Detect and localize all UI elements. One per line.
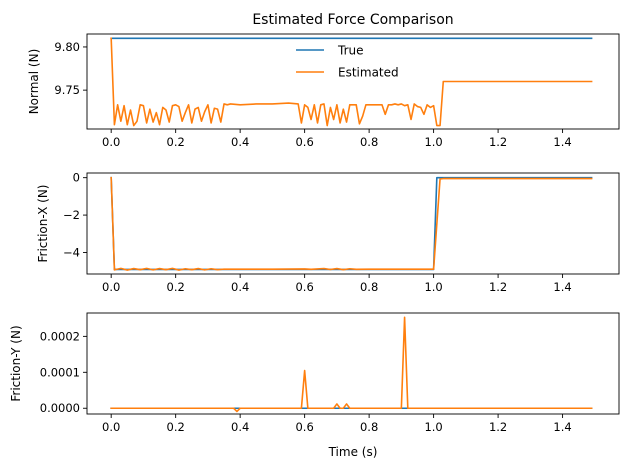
series-line-estimated-panel-1 — [110, 37, 593, 127]
y-axis-label: Normal (N) — [27, 49, 41, 115]
x-tick-label: 0.0 — [102, 135, 120, 149]
series-line-estimated-panel-2 — [110, 176, 593, 271]
x-tick-label: 0.0 — [102, 280, 120, 294]
x-tick-label: 0.0 — [102, 420, 120, 434]
plot-frame-panel-3 — [86, 312, 620, 415]
x-axis-label: Time (s) — [328, 445, 378, 459]
x-tick-label: 1.2 — [489, 420, 507, 434]
x-tick-label: 0.8 — [360, 280, 378, 294]
x-tick-label: 0.8 — [360, 135, 378, 149]
x-tick-label: 0.4 — [231, 280, 249, 294]
x-tick-label: 0.2 — [167, 280, 185, 294]
y-tick-label: −2 — [63, 208, 80, 222]
x-tick-label: 0.6 — [295, 135, 313, 149]
plot-frame-panel-2 — [86, 172, 620, 275]
plot-frame-panel-1 — [86, 33, 620, 130]
y-tick-label: 0.0002 — [40, 329, 80, 343]
x-tick-label: 0.4 — [231, 420, 249, 434]
y-axis-label: Friction-Y (N) — [9, 325, 23, 401]
x-tick-label: 0.6 — [295, 420, 313, 434]
legend-label-estimated: Estimated — [338, 66, 399, 80]
series-line-estimated-panel-3 — [110, 316, 593, 413]
y-tick-label: 0.0001 — [40, 365, 80, 379]
x-tick-label: 0.4 — [231, 135, 249, 149]
y-tick-label: 9.75 — [54, 83, 80, 97]
x-tick-label: 1.4 — [553, 420, 571, 434]
y-tick-label: 0 — [73, 171, 80, 185]
x-tick-label: 0.8 — [360, 420, 378, 434]
chart-title: Estimated Force Comparison — [252, 12, 453, 28]
x-tick-label: 0.6 — [295, 280, 313, 294]
x-tick-label: 0.2 — [167, 135, 185, 149]
y-axis-label: Friction-X (N) — [36, 185, 50, 263]
legend-label-true: True — [337, 44, 364, 58]
x-tick-label: 1.0 — [424, 280, 442, 294]
x-tick-label: 1.4 — [553, 280, 571, 294]
y-tick-label: 9.80 — [54, 40, 80, 54]
y-tick-label: −4 — [63, 245, 80, 259]
x-tick-label: 1.0 — [424, 420, 442, 434]
series-line-true-panel-2 — [110, 176, 593, 271]
x-tick-label: 1.4 — [553, 135, 571, 149]
x-tick-label: 1.2 — [489, 135, 507, 149]
x-tick-label: 0.2 — [167, 420, 185, 434]
y-tick-label: 0.0000 — [40, 401, 80, 415]
x-tick-label: 1.0 — [424, 135, 442, 149]
x-tick-label: 1.2 — [489, 280, 507, 294]
